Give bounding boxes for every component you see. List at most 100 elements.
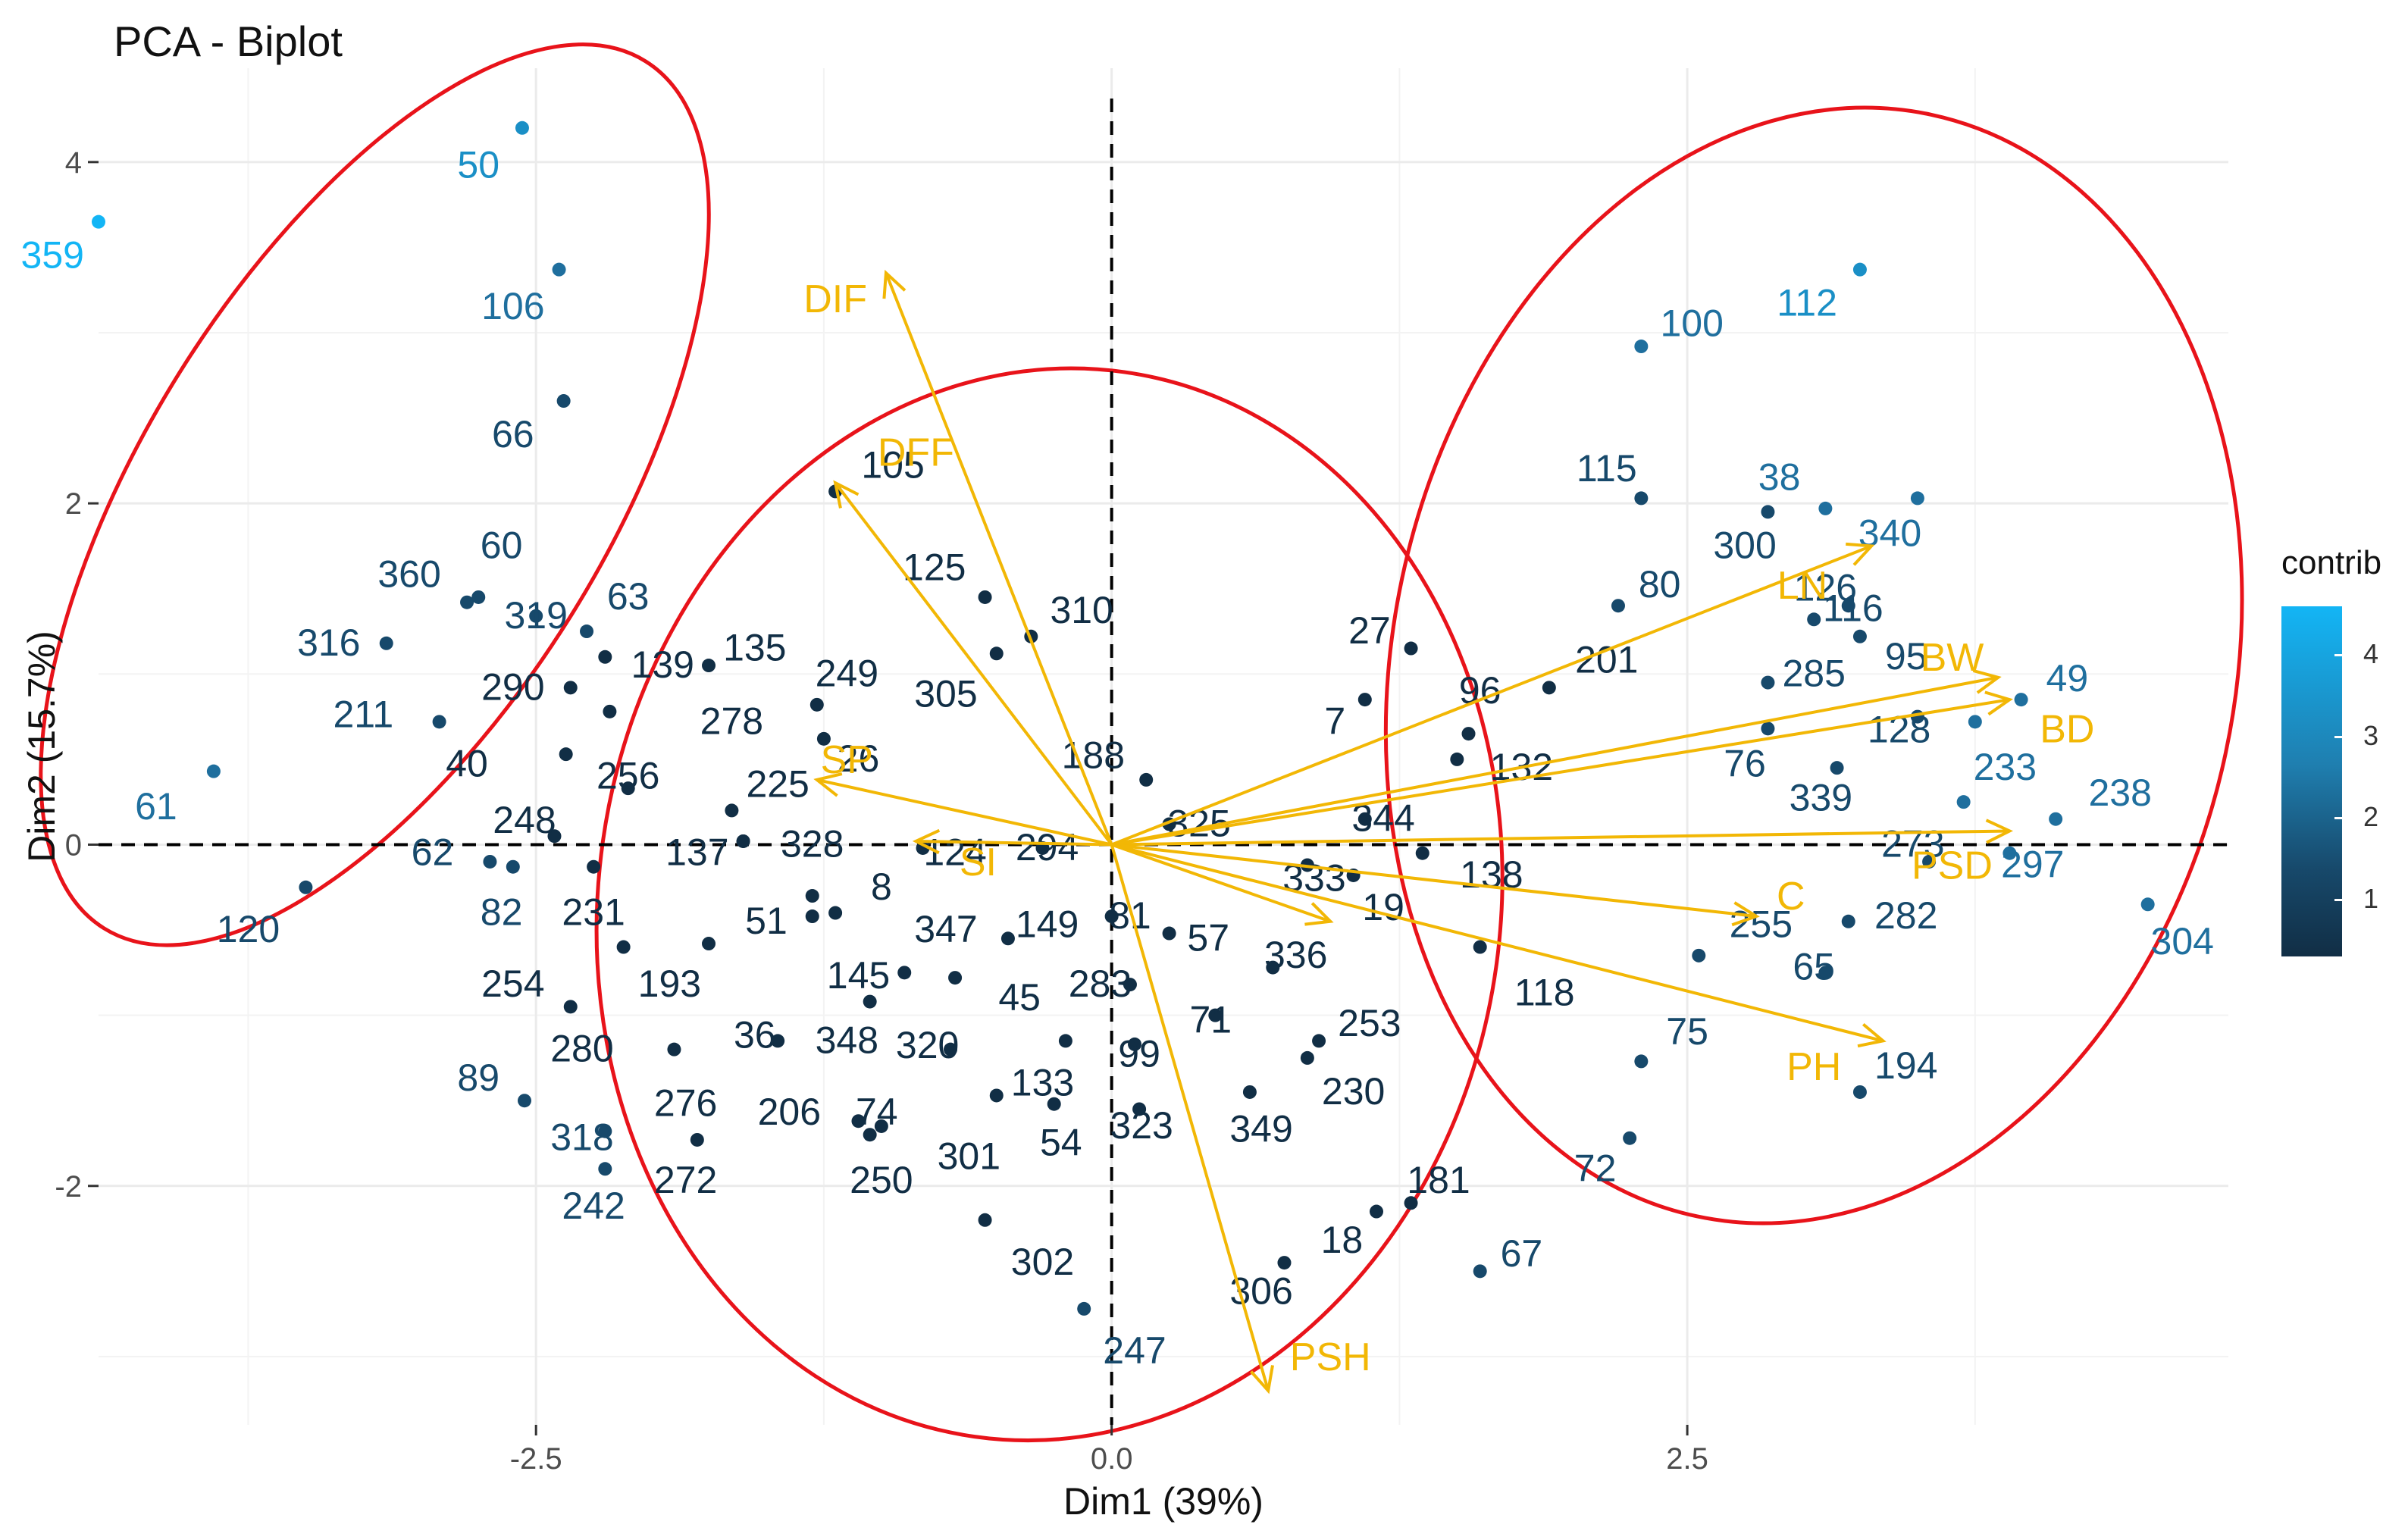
- point-label: 100: [1660, 302, 1723, 345]
- point-98: [1968, 715, 1982, 729]
- point-61: [1047, 1097, 1061, 1111]
- arrowhead: [1972, 669, 2002, 694]
- point-88: [1818, 501, 1833, 515]
- point-16: [206, 764, 221, 778]
- point-label: 124: [923, 831, 986, 874]
- point-25: [563, 1000, 578, 1014]
- legend-colorbar: [2281, 606, 2342, 956]
- variable-label: BW: [1921, 636, 1984, 680]
- point-62: [1132, 1102, 1147, 1116]
- point-95: [1761, 722, 1775, 736]
- variable-label: LN: [1777, 564, 1827, 608]
- point-12: [603, 704, 617, 718]
- point-label: 280: [550, 1028, 613, 1070]
- point-label: 278: [700, 700, 763, 742]
- point-label: 116: [1823, 587, 1884, 630]
- point-label: 310: [1050, 589, 1113, 631]
- point-91: [1841, 599, 1855, 613]
- point-79: [1277, 1256, 1292, 1270]
- point-87: [1852, 262, 1867, 277]
- point-label: 137: [665, 831, 728, 874]
- y-tick-label: 0: [65, 828, 82, 862]
- point-103: [2002, 846, 2017, 860]
- point-label: 49: [2046, 657, 2089, 700]
- point-label: 316: [297, 621, 360, 664]
- arrowhead: [1985, 819, 2014, 844]
- point-81: [1473, 940, 1487, 954]
- point-label: 256: [597, 754, 659, 797]
- point-label: 301: [938, 1135, 1000, 1178]
- point-label: 194: [1874, 1044, 1937, 1087]
- point-67: [1404, 641, 1418, 656]
- point-94: [1852, 629, 1867, 643]
- arrowhead: [882, 269, 907, 299]
- y-tick-label: 4: [65, 146, 82, 180]
- point-label: 57: [1187, 916, 1229, 959]
- point-label: 71: [1189, 998, 1232, 1041]
- legend-tick-mark: [2334, 898, 2342, 901]
- point-label: 125: [903, 546, 966, 589]
- point-11: [563, 681, 578, 695]
- point-label: 231: [562, 891, 625, 934]
- point-102: [1922, 854, 1937, 869]
- point-label: 242: [562, 1185, 625, 1227]
- point-76: [1300, 1050, 1314, 1065]
- point-60: [989, 1088, 1004, 1103]
- y-tick-label: 2: [65, 487, 82, 521]
- legend-tick-label: 1: [2363, 882, 2379, 914]
- point-label: 285: [1782, 652, 1845, 694]
- cluster-ellipses: [39, 42, 2244, 1442]
- point-46: [1000, 931, 1015, 946]
- point-104: [2140, 897, 2155, 912]
- legend-tick-label: 4: [2363, 638, 2379, 670]
- variable-label: PSD: [1912, 844, 1993, 887]
- point-label: 120: [217, 908, 280, 950]
- point-label: 67: [1501, 1232, 1543, 1275]
- point-28: [598, 1124, 612, 1138]
- point-label: 300: [1713, 524, 1776, 566]
- point-78: [1370, 1204, 1383, 1219]
- point-label: 193: [638, 963, 701, 1005]
- point-20: [506, 859, 520, 874]
- point-32: [978, 590, 992, 604]
- y-tick-label: -2: [55, 1170, 82, 1204]
- point-5: [460, 595, 474, 609]
- point-9: [702, 659, 716, 673]
- point-label: 254: [481, 963, 544, 1005]
- variable-arrow: [1111, 843, 1757, 919]
- variable-label: PSH: [1290, 1335, 1371, 1379]
- point-3: [556, 394, 571, 409]
- point-96: [2014, 693, 2028, 707]
- point-label: 63: [607, 575, 650, 618]
- point-77: [1404, 1196, 1418, 1210]
- point-label: 230: [1322, 1070, 1385, 1113]
- x-axis-label: Dim1 (39%): [1063, 1480, 1263, 1523]
- point-label: 60: [481, 524, 523, 566]
- point-label: 305: [914, 672, 977, 715]
- point-63: [1242, 1085, 1257, 1099]
- x-tick-label: 0.0: [1091, 1442, 1133, 1476]
- point-30: [598, 1162, 612, 1176]
- point-label: 45: [998, 976, 1041, 1019]
- point-label: 255: [1730, 903, 1793, 945]
- point-label: 349: [1229, 1107, 1292, 1150]
- point-label: 139: [631, 643, 694, 686]
- point-101: [2049, 812, 2063, 826]
- point-57: [1208, 1008, 1223, 1022]
- point-label: 40: [446, 743, 488, 785]
- point-label: 211: [333, 693, 393, 735]
- point-43: [805, 889, 819, 903]
- point-label: 290: [481, 665, 544, 708]
- point-69: [1357, 693, 1372, 707]
- point-label: 19: [1362, 886, 1404, 928]
- point-44: [805, 909, 819, 924]
- variable-arrow: [1110, 844, 1270, 1391]
- variable-arrow: [1111, 698, 2010, 847]
- point-14: [559, 747, 573, 762]
- variable-label: BD: [2040, 707, 2094, 751]
- point-73: [1415, 846, 1429, 860]
- point-36: [816, 731, 831, 746]
- point-8: [379, 636, 393, 650]
- point-label: 319: [504, 594, 567, 637]
